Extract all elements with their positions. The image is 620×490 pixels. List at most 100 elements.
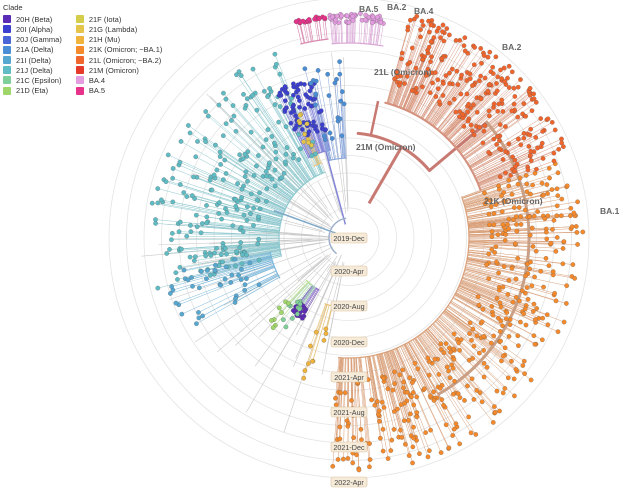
tip-node[interactable]: [506, 63, 512, 69]
tip-node[interactable]: [444, 364, 450, 370]
tip-node[interactable]: [257, 190, 262, 196]
tip-node[interactable]: [564, 183, 570, 189]
tip-node[interactable]: [304, 121, 310, 127]
tip-node[interactable]: [521, 311, 527, 316]
tip-node[interactable]: [485, 88, 491, 94]
tip-node[interactable]: [440, 93, 446, 98]
tip-node[interactable]: [412, 16, 417, 22]
tip-node[interactable]: [549, 187, 555, 192]
tip-node[interactable]: [465, 109, 470, 115]
tip-node[interactable]: [553, 249, 559, 254]
tip-node[interactable]: [514, 222, 519, 227]
tip-node[interactable]: [554, 213, 560, 219]
tip-node[interactable]: [404, 390, 410, 395]
tip-node[interactable]: [534, 166, 539, 172]
tip-node[interactable]: [528, 148, 534, 154]
tip-node[interactable]: [375, 399, 380, 404]
tip-node[interactable]: [499, 97, 505, 103]
tip-node[interactable]: [263, 169, 269, 174]
tip-node[interactable]: [425, 454, 431, 460]
tip-node[interactable]: [216, 211, 222, 216]
legend-item[interactable]: 21L (Omicron; ~BA.2): [75, 56, 163, 65]
tip-node[interactable]: [523, 113, 528, 119]
tip-node[interactable]: [223, 96, 229, 102]
tip-node[interactable]: [155, 200, 161, 206]
tip-node[interactable]: [345, 423, 351, 429]
tip-node[interactable]: [486, 251, 492, 257]
tip-node[interactable]: [428, 39, 434, 45]
tip-node[interactable]: [385, 386, 391, 392]
tip-node[interactable]: [481, 374, 487, 380]
legend-item[interactable]: 21M (Omicron): [75, 66, 163, 75]
tip-node[interactable]: [291, 84, 296, 90]
tip-node[interactable]: [496, 187, 502, 192]
tip-node[interactable]: [218, 252, 224, 257]
tip-node[interactable]: [521, 101, 527, 106]
tip-node[interactable]: [369, 20, 375, 26]
tip-node[interactable]: [477, 350, 482, 356]
tip-node[interactable]: [277, 90, 283, 96]
tip-node[interactable]: [279, 310, 284, 315]
tip-node[interactable]: [290, 104, 296, 110]
tip-node[interactable]: [190, 284, 195, 289]
tip-node[interactable]: [489, 234, 495, 239]
tip-node[interactable]: [512, 241, 518, 247]
tip-node[interactable]: [224, 210, 230, 215]
tip-node[interactable]: [488, 204, 494, 210]
tip-node[interactable]: [489, 247, 495, 252]
tip-node[interactable]: [479, 319, 485, 325]
tip-node[interactable]: [302, 368, 308, 373]
tip-node[interactable]: [569, 224, 575, 230]
tip-node[interactable]: [439, 56, 445, 61]
tip-node[interactable]: [474, 388, 480, 393]
tip-node[interactable]: [242, 282, 248, 288]
tip-node[interactable]: [548, 240, 554, 246]
tip-node[interactable]: [178, 139, 184, 144]
tip-node[interactable]: [450, 433, 455, 438]
tip-node[interactable]: [277, 104, 283, 109]
tip-node[interactable]: [511, 101, 517, 107]
tip-node[interactable]: [187, 130, 193, 136]
tip-node[interactable]: [559, 196, 565, 202]
tip-node[interactable]: [293, 113, 298, 119]
tip-node[interactable]: [452, 378, 457, 384]
tip-node[interactable]: [229, 118, 234, 123]
tip-node[interactable]: [345, 456, 351, 461]
tip-node[interactable]: [469, 338, 474, 343]
tip-node[interactable]: [466, 101, 471, 107]
tip-node[interactable]: [528, 377, 534, 383]
tip-node[interactable]: [392, 76, 397, 82]
tip-node[interactable]: [188, 223, 193, 228]
tip-node[interactable]: [256, 214, 261, 220]
tip-node[interactable]: [439, 397, 445, 402]
tip-node[interactable]: [555, 170, 561, 176]
tip-node[interactable]: [417, 451, 422, 456]
tip-node[interactable]: [177, 265, 183, 270]
tip-node[interactable]: [267, 86, 272, 91]
tip-node[interactable]: [568, 205, 574, 211]
tip-node[interactable]: [321, 338, 327, 343]
tip-node[interactable]: [205, 113, 211, 119]
tip-node[interactable]: [277, 71, 283, 77]
tip-node[interactable]: [438, 347, 444, 352]
tip-node[interactable]: [173, 300, 179, 306]
tip-node[interactable]: [516, 136, 521, 142]
tip-node[interactable]: [506, 334, 512, 339]
tip-node[interactable]: [495, 232, 501, 237]
tip-node[interactable]: [487, 49, 493, 55]
tip-node[interactable]: [282, 84, 288, 89]
tip-node[interactable]: [450, 391, 456, 397]
tip-node[interactable]: [487, 113, 492, 119]
tip-node[interactable]: [467, 320, 473, 326]
tip-node[interactable]: [169, 231, 175, 236]
tip-node[interactable]: [242, 151, 248, 157]
tip-node[interactable]: [545, 213, 551, 219]
tip-node[interactable]: [177, 159, 183, 165]
tip-node[interactable]: [493, 244, 499, 249]
tip-node[interactable]: [544, 312, 550, 318]
tip-node[interactable]: [418, 27, 423, 32]
tip-node[interactable]: [552, 127, 558, 133]
tip-node[interactable]: [350, 14, 356, 19]
tip-node[interactable]: [240, 229, 246, 234]
tip-node[interactable]: [402, 401, 407, 406]
